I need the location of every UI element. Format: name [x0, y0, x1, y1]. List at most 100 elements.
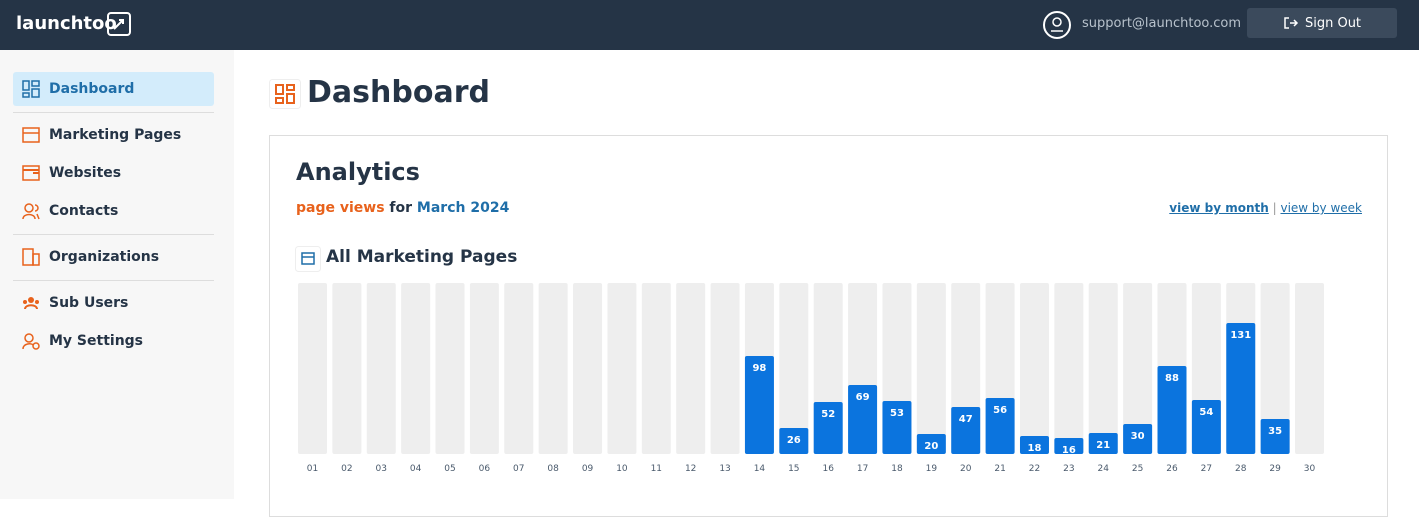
separator: [13, 234, 214, 235]
separator: [13, 112, 214, 113]
view-month-link[interactable]: view by month: [1169, 201, 1269, 215]
bar: [1054, 438, 1084, 454]
value-label: 21: [1096, 440, 1110, 451]
bar-track: [710, 283, 740, 454]
bar: [951, 407, 981, 454]
value-label: 30: [1131, 431, 1145, 442]
bar-track: [607, 283, 637, 454]
bar-track: [1260, 283, 1290, 454]
value-label: 18: [1028, 443, 1042, 454]
nav-label[interactable]: Dashboard: [49, 81, 135, 97]
x-tick-label: 10: [616, 464, 628, 474]
bar-track: [1054, 283, 1084, 454]
bar-track: [538, 283, 568, 454]
x-tick-label: 28: [1235, 464, 1247, 474]
view-week-link[interactable]: view by week: [1280, 201, 1362, 215]
value-label: 16: [1062, 445, 1076, 456]
bar-track: [573, 283, 603, 454]
nav-icon: [22, 333, 40, 350]
chart-title: All Marketing Pages: [326, 247, 518, 267]
x-tick-label: 29: [1269, 464, 1281, 474]
link-separator: |: [1272, 201, 1277, 215]
page-icon: [269, 79, 301, 109]
x-tick-label: 03: [376, 464, 387, 474]
value-label: 131: [1230, 330, 1251, 341]
card-title: Analytics: [296, 158, 420, 186]
x-tick-label: 25: [1132, 464, 1143, 474]
bar: [779, 428, 809, 454]
value-label: 47: [959, 414, 973, 425]
chart-icon: [295, 246, 321, 272]
x-tick-label: 16: [822, 464, 834, 474]
metric: page views: [296, 200, 385, 216]
bar-track: [676, 283, 706, 454]
value-label: 69: [856, 392, 870, 403]
bar: [1019, 436, 1049, 454]
value-label: 88: [1165, 373, 1179, 384]
nav-label[interactable]: Contacts: [49, 203, 119, 219]
value-label: 35: [1268, 426, 1282, 437]
period: March 2024: [416, 200, 510, 216]
value-label: 53: [890, 408, 904, 419]
x-tick-label: 21: [994, 464, 1005, 474]
nav-icon: [22, 80, 40, 98]
nav-item[interactable]: My Settings: [13, 324, 214, 358]
logo[interactable]: launchtoo: [16, 13, 117, 34]
nav-item[interactable]: Organizations: [13, 240, 214, 274]
x-tick-label: 02: [341, 464, 352, 474]
bar: [1226, 323, 1256, 454]
x-tick-label: 26: [1166, 464, 1178, 474]
bar: [916, 434, 946, 454]
bar-track: [1295, 283, 1325, 454]
x-tick-label: 24: [1098, 464, 1110, 474]
bar-track: [504, 283, 534, 454]
x-tick-label: 13: [719, 464, 730, 474]
nav-item[interactable]: Dashboard: [13, 72, 214, 106]
nav-label[interactable]: Marketing Pages: [49, 127, 182, 143]
x-tick-label: 09: [582, 464, 594, 474]
bar-track: [435, 283, 465, 454]
x-tick-label: 04: [410, 464, 422, 474]
bar: [1088, 433, 1118, 454]
nav-item[interactable]: Websites: [13, 156, 214, 190]
nav-label[interactable]: Websites: [49, 165, 122, 181]
bar-track: [366, 283, 396, 454]
sidebar: Dashboard Marketing Pages Websites Conta…: [0, 50, 234, 499]
nav-label[interactable]: Sub Users: [49, 295, 129, 311]
sign-out-label[interactable]: Sign Out: [1304, 15, 1362, 31]
bar: [813, 402, 843, 454]
x-tick-label: 18: [891, 464, 903, 474]
x-tick-label: 15: [788, 464, 799, 474]
bar: [744, 356, 774, 454]
bar-track: [401, 283, 431, 454]
value-label: 52: [821, 409, 835, 420]
bar: [1157, 366, 1187, 454]
user-email: support@launchtoo.com: [1082, 16, 1242, 31]
x-tick-label: 30: [1304, 464, 1316, 474]
nav-label[interactable]: My Settings: [49, 333, 144, 349]
x-tick-label: 01: [307, 464, 318, 474]
nav-item[interactable]: Contacts: [13, 194, 214, 228]
nav-icon: [22, 127, 40, 143]
top-bar: launchtoo support@launchtoo.com Sign Out: [0, 0, 1419, 50]
bar: [848, 385, 878, 454]
x-tick-label: 17: [857, 464, 868, 474]
nav-icon: [22, 165, 40, 181]
user-icon: [1043, 11, 1071, 39]
bar: [985, 398, 1015, 454]
bar-track: [641, 283, 671, 454]
x-tick-label: 07: [513, 464, 524, 474]
x-tick-label: 22: [1029, 464, 1040, 474]
bar-track: [779, 283, 809, 454]
bar-track: [1088, 283, 1118, 454]
sign-out-button[interactable]: Sign Out: [1247, 8, 1397, 38]
nav-item[interactable]: Sub Users: [13, 286, 214, 320]
x-tick-label: 20: [960, 464, 972, 474]
x-tick-label: 05: [444, 464, 455, 474]
nav-label[interactable]: Organizations: [49, 249, 160, 265]
bar-track: [1123, 283, 1153, 454]
bar: [1123, 424, 1153, 454]
bar: [882, 401, 912, 454]
nav-item[interactable]: Marketing Pages: [13, 118, 214, 152]
